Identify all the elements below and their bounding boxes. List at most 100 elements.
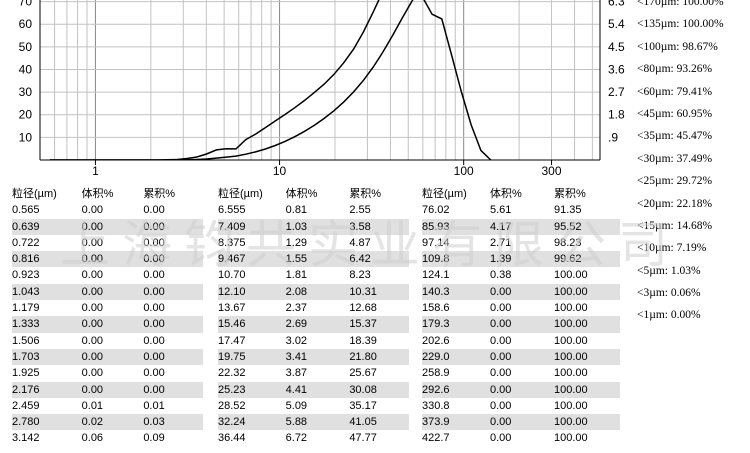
- cumulative-item: <30µm: 37.49%: [637, 152, 713, 165]
- table-cell: 100.00: [554, 302, 588, 315]
- table-cell: 4.17: [490, 220, 512, 233]
- cumulative-item: <45µm: 60.95%: [637, 107, 713, 120]
- table-row: 76.02 5.61 91.35: [422, 202, 620, 218]
- table-cell: 202.6: [422, 334, 450, 347]
- table-cell: 0.00: [81, 204, 104, 217]
- table-row: 1.333 0.00 0.00: [12, 316, 203, 333]
- table-cell: 3.142: [12, 432, 40, 445]
- table-header: 粒径(µm) 体积% 累积%: [12, 186, 203, 202]
- table-header-cell: 体积%: [285, 188, 318, 200]
- table-cell: 18.39: [349, 334, 377, 347]
- table-cell: 1.81: [285, 269, 308, 282]
- table-row: 229.0 0.00 100.00: [422, 348, 620, 366]
- table-row: 3.142 0.06 0.09: [12, 430, 203, 446]
- table-row: 0.639 0.00 0.00: [12, 218, 203, 235]
- table-row: 13.67 2.37 12.68: [218, 300, 409, 316]
- cumulative-item: <25µm: 29.72%: [637, 175, 713, 188]
- table-cell: 95.52: [554, 220, 582, 233]
- table-row: 28.52 5.09 35.17: [218, 398, 409, 414]
- table-row: 0.722 0.00 0.00: [12, 235, 203, 251]
- table-header-cell: 累积%: [554, 188, 586, 200]
- table-cell: 15.46: [218, 318, 246, 331]
- table-cell: 0.816: [12, 253, 40, 266]
- table-cell: 98.23: [554, 236, 582, 249]
- table-cell: 28.52: [218, 399, 246, 412]
- table-row: 2.176 0.00 0.00: [12, 381, 203, 398]
- table-cell: 1.29: [285, 236, 308, 249]
- table-cell: 0.00: [490, 285, 512, 298]
- y-tick-label-right: 5.4: [608, 17, 625, 31]
- table-cell: 258.9: [422, 367, 450, 380]
- table-cell: 0.00: [143, 318, 165, 331]
- table-cell: 30.08: [349, 383, 377, 396]
- table-cell: 0.00: [490, 318, 512, 331]
- table-cell: 0.565: [12, 204, 40, 217]
- table-cell: 0.00: [81, 383, 104, 396]
- table-cell: 100.00: [554, 318, 588, 331]
- table-cell: 7.409: [218, 220, 246, 233]
- table-row: 12.10 2.08 10.31: [218, 283, 409, 301]
- table-cell: 6.42: [349, 253, 371, 266]
- table-cell: 0.00: [143, 334, 165, 347]
- table-row: 97.14 2.71 98.23: [422, 235, 620, 251]
- y-tick-label-right: 1.8: [608, 108, 625, 122]
- table-cell: 140.3: [422, 285, 450, 298]
- table-cell: 0.81: [285, 204, 308, 217]
- table-cell: 0.00: [490, 350, 512, 363]
- table-cell: 1.03: [285, 220, 308, 233]
- y-tick-label-right: 2.7: [608, 85, 625, 99]
- table-row: 0.923 0.00 0.00: [12, 267, 203, 283]
- table-row: 258.9 0.00 100.00: [422, 365, 620, 381]
- y-tick-label-right: 6.3: [608, 0, 625, 9]
- table-cell: 100.00: [554, 269, 588, 282]
- table-header-cell: 累积%: [143, 188, 176, 200]
- cumulative-item: <20µm: 22.18%: [637, 197, 713, 210]
- table-cell: 0.38: [490, 269, 512, 282]
- table-header-cell: 体积%: [490, 188, 522, 200]
- cumulative-item: <80µm: 93.26%: [637, 63, 713, 76]
- particle-size-chart: 1 10 100 300 10 20 30 40 50 60 70 .9 1.8 2.7 3.6 4.5 5.4…: [19, 0, 625, 178]
- table-cell: 179.3: [422, 318, 450, 331]
- table-cell: 100.00: [554, 367, 588, 380]
- table-cell: 6.555: [218, 204, 246, 217]
- table-cell: 0.00: [81, 285, 104, 298]
- size-table-col-2: 粒径(µm) 体积% 累积% 6.555 0.81 2.55 7.409 1.03 3.58 8.…: [218, 186, 409, 447]
- table-row: 6.555 0.81 2.55: [218, 202, 409, 218]
- table-cell: 0.00: [143, 220, 165, 233]
- table-cell: 0.639: [12, 220, 40, 233]
- table-cell: 19.75: [218, 350, 246, 363]
- table-cell: 1.703: [12, 350, 40, 363]
- table-row: 1.179 0.00 0.00: [12, 300, 203, 316]
- table-cell: 0.00: [490, 432, 512, 445]
- cumulative-item: <10µm: 7.19%: [637, 242, 707, 255]
- table-cell: 10.70: [218, 269, 246, 282]
- y-tick-label-left: 20: [19, 108, 33, 122]
- table-cell: 100.00: [554, 383, 588, 396]
- table-cell: 0.00: [143, 236, 165, 249]
- table-cell: 0.01: [81, 399, 104, 412]
- table-cell: 3.41: [285, 350, 308, 363]
- table-row: 8.375 1.29 4.87: [218, 235, 409, 251]
- table-cell: 292.6: [422, 383, 450, 396]
- x-tick-label: 300: [542, 164, 562, 178]
- table-cell: 3.02: [285, 334, 308, 347]
- table-cell: 0.00: [143, 367, 165, 380]
- table-cell: 21.80: [349, 350, 377, 363]
- cumulative-item: <170µm: 100.00%: [637, 0, 724, 8]
- table-row: 1.703 0.00 0.00: [12, 348, 203, 366]
- table-cell: 0.00: [143, 285, 165, 298]
- table-cell: 2.176: [12, 383, 40, 396]
- table-cell: 158.6: [422, 302, 450, 315]
- table-header: 粒径(µm) 体积% 累积%: [218, 186, 409, 202]
- table-cell: 0.00: [490, 399, 512, 412]
- table-cell: 99.62: [554, 253, 582, 266]
- table-cell: 0.00: [490, 416, 512, 429]
- table-cell: 100.00: [554, 399, 588, 412]
- table-cell: 0.00: [81, 367, 104, 380]
- table-cell: 0.00: [490, 367, 512, 380]
- table-row: 7.409 1.03 3.58: [218, 218, 409, 235]
- y-tick-label-left: 60: [19, 17, 33, 31]
- table-cell: 0.00: [143, 269, 165, 282]
- table-cell: 0.03: [143, 416, 165, 429]
- table-cell: 36.44: [218, 432, 246, 445]
